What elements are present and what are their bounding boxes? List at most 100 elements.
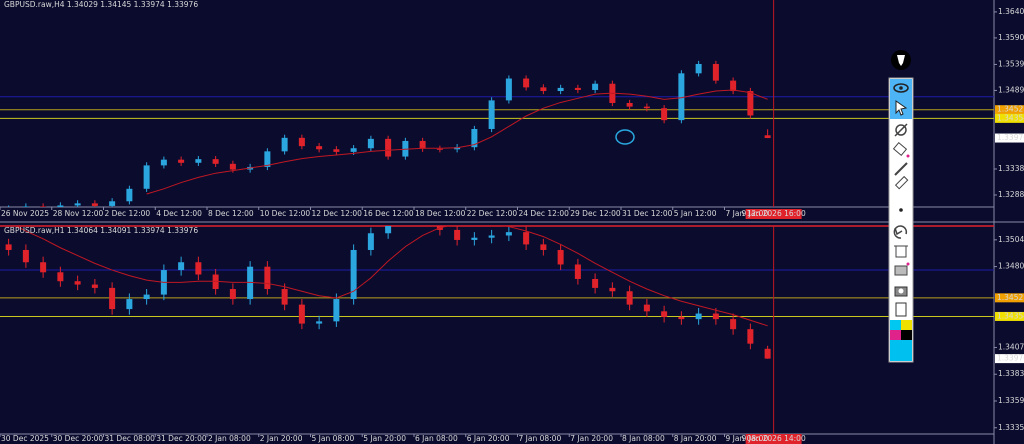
candle-body [402,140,409,157]
x-tick-label: 18 Dec 12:00 [415,209,466,218]
y-tick-label: 1.33356 [998,423,1024,432]
candle-body [695,63,702,74]
crosshair-label: 9 Jan 2026 16:00 [742,209,806,218]
candle-body [712,63,719,81]
candle-body [281,289,288,305]
color-black[interactable] [901,330,912,340]
candle-body [40,206,47,207]
candle-body [126,188,133,202]
candle-body [574,87,581,90]
candle-body [57,205,64,207]
x-tick-label: 30 Dec 2025 [1,434,49,443]
line-tool[interactable] [894,162,908,176]
price-tag-label: 1.33976 [997,354,1024,363]
eraser-tool[interactable] [892,142,908,156]
candle-body [592,278,599,288]
candle-body [747,91,754,116]
cursor-tool[interactable] [895,100,908,116]
candle-body [695,313,702,320]
candle-body [385,138,392,157]
candle-body [333,299,340,322]
candle-body [40,262,47,273]
candle-body [678,316,685,320]
x-tick-label: 28 Nov 12:00 [53,209,104,218]
candle-body [626,102,633,107]
candle-body [22,249,29,263]
drawn-circle [615,129,635,145]
color-magenta[interactable] [890,330,901,340]
color-yellow[interactable] [901,320,912,330]
candle-body [661,311,668,317]
color-cyan[interactable] [890,320,901,330]
candle-body [436,148,443,150]
clipboard-tool[interactable] [895,302,907,317]
candle-body [91,203,98,206]
candle-body [454,147,461,150]
candle-body [74,203,81,206]
eye-tool[interactable] [893,83,909,93]
x-tick-label: 2 Dec 12:00 [105,209,151,218]
candle-body [178,262,185,271]
candle-body [264,151,271,167]
candle-body [264,266,271,290]
price-tag-label: 1.34354 [997,113,1024,122]
undo-tool[interactable] [893,225,908,239]
ruler-tool[interactable] [894,175,909,190]
candle-body [5,244,12,250]
drawing-toolbar [888,50,914,363]
y-tick-label: 1.34076 [998,342,1024,351]
candle-body [661,108,668,121]
candle-body [712,313,719,320]
candle-body [678,73,685,121]
chart-panel [0,60,994,207]
candle-body [109,201,116,206]
x-tick-label: 31 Dec 08:00 [105,434,156,443]
price-tag [995,311,1024,321]
color-current[interactable] [890,340,912,361]
candle-body [764,348,771,359]
moving-average [146,89,768,195]
candle-body [626,291,633,305]
dot-tool[interactable] [899,208,903,212]
x-tick-label: 12 Dec 12:00 [312,209,363,218]
x-tick-label: 8 Dec 12:00 [208,209,254,218]
candle-body [229,289,236,300]
candle-body [643,106,650,109]
candle-body [523,78,530,88]
x-tick-label: 22 Dec 12:00 [467,209,518,218]
candle-body [419,140,426,149]
toolbar-panel [888,77,914,363]
pen-nib [897,55,905,66]
candle-body [212,274,219,290]
candle-body [160,159,167,166]
candle-body [747,329,754,344]
x-tick-label: 4 Dec 12:00 [156,209,202,218]
candle-body [764,135,771,139]
candle-body [557,87,564,92]
candle-body [229,163,236,170]
candle-body [471,128,478,148]
candle-body [454,229,461,240]
candle-body [126,299,133,310]
price-tag [995,113,1024,123]
candle-body [350,148,357,152]
candle-body [281,137,288,152]
candle-body [488,100,495,129]
candle-body [212,159,219,164]
template-tool[interactable] [894,265,908,276]
candle-body [74,281,81,285]
crosshair-label: 9 Jan 2026 14:00 [742,434,806,443]
chart-panel [0,226,994,359]
candle-body [298,304,305,324]
x-tick-label: 7 Jan 20:00 [570,434,613,443]
candle-body [367,233,374,250]
x-tick-label: 5 Jan 20:00 [363,434,406,443]
magnet-tool[interactable] [895,124,907,136]
template-dot [906,262,910,266]
